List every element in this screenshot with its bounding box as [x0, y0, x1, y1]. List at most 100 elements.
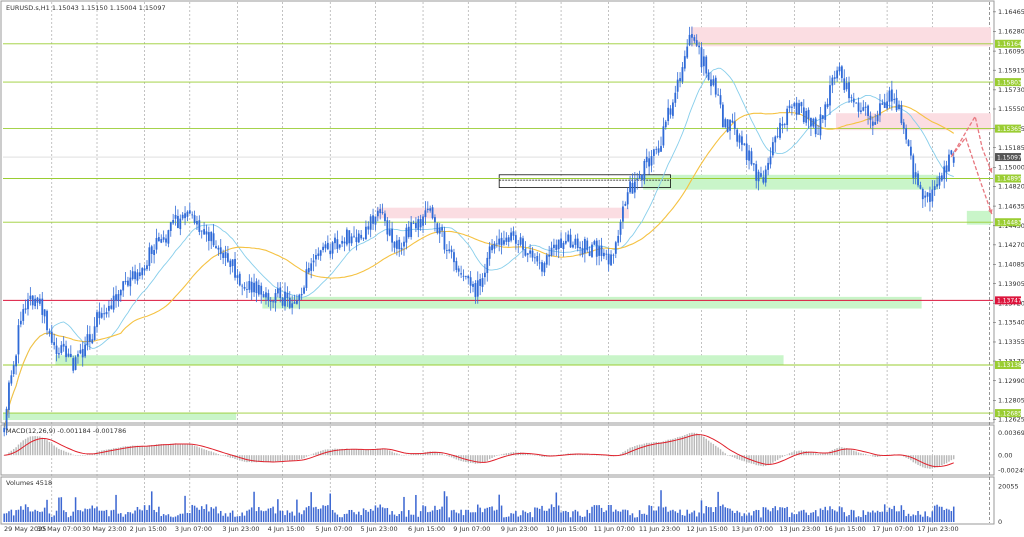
macd-bar — [308, 455, 310, 456]
candle-body — [817, 133, 819, 135]
candle-body — [388, 229, 391, 236]
macd-bar — [498, 454, 500, 456]
candle-body — [200, 230, 203, 232]
candle-body — [572, 244, 574, 248]
price-tag — [995, 39, 1021, 48]
candle-body — [633, 181, 636, 193]
volume-bar — [327, 505, 329, 522]
volume-bar — [474, 512, 477, 522]
volume-bar — [843, 512, 846, 522]
macd-bar — [148, 445, 151, 456]
macd-bar — [953, 455, 955, 460]
volume-bar — [319, 508, 322, 522]
candle-body — [417, 219, 420, 230]
volume-bar — [510, 513, 512, 522]
volume-bar — [438, 509, 441, 522]
candle-body — [779, 122, 781, 138]
volume-bar — [310, 492, 312, 522]
volume-bar — [274, 513, 277, 522]
macd-bar — [826, 452, 829, 456]
volume-bar — [591, 506, 593, 522]
macd-bar — [638, 444, 641, 456]
volume-bar — [124, 514, 127, 522]
candle-body — [883, 102, 886, 108]
macd-bar — [262, 455, 265, 463]
volume-bar — [93, 508, 96, 522]
main-price-panel[interactable] — [0, 0, 995, 424]
macd-bar — [734, 455, 736, 458]
macd-bar — [848, 448, 850, 456]
macd-bar — [943, 455, 945, 465]
volume-bar — [343, 514, 346, 522]
volume-bar — [893, 505, 895, 522]
volume-bar — [819, 508, 822, 522]
volume-bar — [446, 496, 448, 522]
macd-bar — [469, 455, 472, 463]
macd-bar — [676, 437, 679, 456]
volume-bar — [153, 509, 155, 522]
candle-body — [555, 244, 558, 250]
macd-bar — [488, 455, 491, 460]
macd-bar — [688, 433, 691, 456]
candle-body — [184, 213, 186, 219]
y-tick-label: 1.13905 — [998, 280, 1024, 288]
macd-bar — [529, 454, 531, 456]
volume-bar — [410, 514, 412, 522]
macd-bar — [726, 455, 729, 456]
macd-bar — [817, 453, 819, 456]
macd-bar — [436, 452, 439, 456]
macd-bar — [36, 436, 39, 456]
volume-bar — [484, 508, 486, 522]
volume-bar — [486, 507, 489, 522]
candle-body — [341, 240, 344, 244]
candle-body — [398, 239, 401, 250]
volume-panel[interactable] — [0, 476, 995, 525]
candle-body — [448, 249, 451, 252]
volume-bar — [208, 511, 210, 522]
volume-bar — [653, 510, 655, 522]
volume-bar — [665, 506, 667, 522]
candle-body — [219, 247, 222, 255]
volume-bar — [895, 511, 898, 522]
volume-bar — [933, 505, 936, 522]
macd-bar — [481, 455, 484, 463]
macd-panel[interactable] — [0, 424, 995, 476]
volume-bar — [505, 516, 508, 522]
candle-body — [712, 79, 715, 86]
candle-body — [172, 220, 175, 224]
volume-bar — [174, 516, 177, 522]
macd-bar — [557, 454, 560, 456]
volume-bar — [898, 511, 900, 522]
volume-bar — [695, 516, 698, 522]
macd-bar — [696, 433, 698, 456]
volume-bar — [162, 514, 165, 522]
volume-tick-label: 0 — [998, 518, 1002, 526]
macd-bar — [479, 455, 481, 464]
volume-bar — [231, 510, 234, 522]
volume-bar — [867, 511, 869, 522]
macd-bar — [48, 441, 51, 456]
candle-body — [141, 268, 144, 276]
candle-body — [829, 85, 831, 106]
y-tick-label: 1.15915 — [998, 66, 1024, 74]
candle-body — [303, 287, 305, 294]
volume-bar — [605, 510, 608, 522]
candle-body — [860, 110, 862, 112]
candle-body — [34, 298, 37, 307]
candle-body — [191, 214, 194, 216]
candle-body — [286, 292, 289, 299]
candle-body — [248, 281, 251, 290]
macd-bar — [872, 455, 874, 457]
macd-tick-label: 0.00 — [998, 451, 1012, 459]
macd-bar — [43, 438, 46, 456]
volume-bar — [855, 517, 857, 522]
volume-bar — [814, 510, 817, 522]
macd-bar — [62, 450, 65, 456]
candle-body — [495, 243, 498, 245]
candle-body — [719, 95, 722, 105]
candle-body — [750, 151, 753, 165]
macd-bar — [829, 451, 831, 456]
supply-demand-zones — [3, 27, 991, 420]
